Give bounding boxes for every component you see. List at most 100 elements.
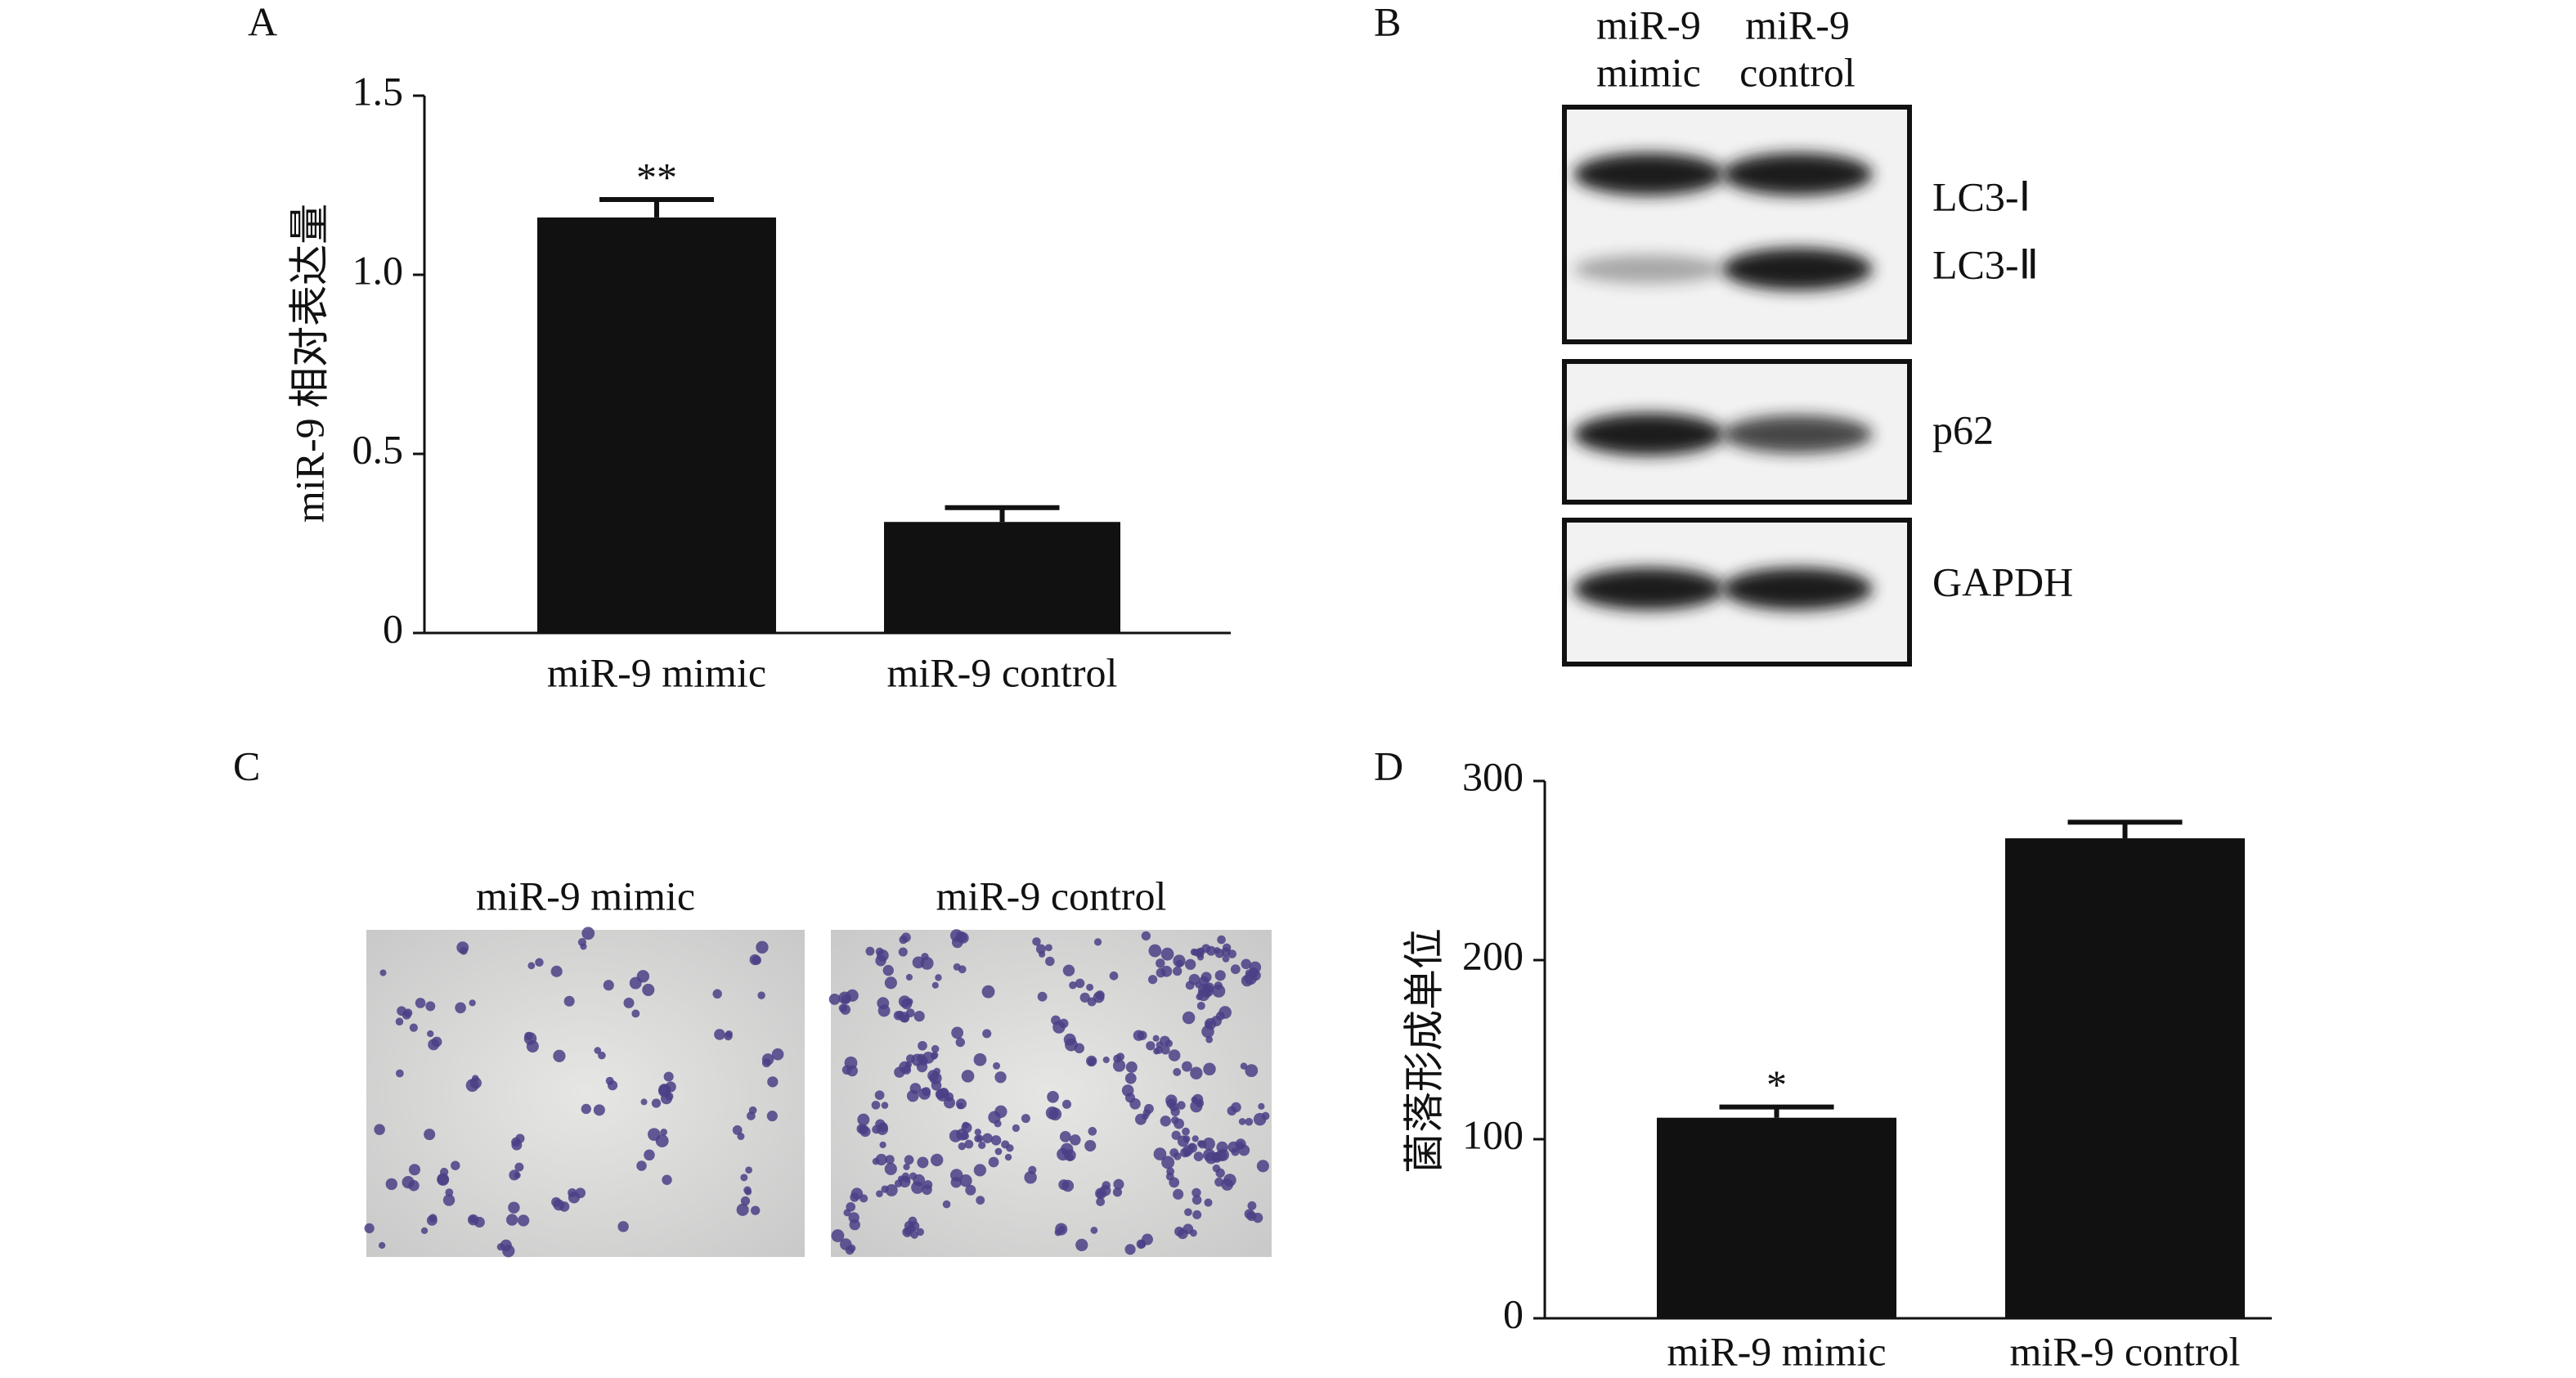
cell bbox=[935, 974, 942, 981]
cell bbox=[1061, 1179, 1075, 1192]
cell bbox=[465, 1079, 479, 1093]
cell bbox=[1168, 1049, 1181, 1062]
cell bbox=[644, 1149, 655, 1161]
cell bbox=[1012, 1124, 1021, 1133]
image-caption: miR-9 mimic bbox=[476, 873, 695, 918]
cell bbox=[931, 981, 939, 989]
cell bbox=[885, 1183, 898, 1196]
blot-band bbox=[1573, 413, 1724, 456]
cell bbox=[1004, 1153, 1012, 1161]
cell bbox=[1192, 1195, 1202, 1205]
cell bbox=[740, 1174, 748, 1182]
cell bbox=[1069, 981, 1077, 990]
cell bbox=[1192, 1135, 1199, 1142]
cell bbox=[1160, 947, 1174, 961]
cell bbox=[905, 973, 913, 981]
cell bbox=[905, 1008, 915, 1017]
cell bbox=[640, 1098, 648, 1106]
cell bbox=[931, 1044, 940, 1053]
cell bbox=[1215, 1168, 1225, 1178]
cell bbox=[605, 1076, 614, 1085]
cell bbox=[1253, 1112, 1267, 1126]
blot-band bbox=[1722, 415, 1873, 454]
cell bbox=[744, 1188, 752, 1196]
cell bbox=[1187, 1142, 1198, 1153]
cell bbox=[751, 1205, 761, 1215]
cell bbox=[1203, 1062, 1216, 1076]
cell bbox=[885, 1155, 895, 1165]
cell bbox=[844, 1056, 858, 1070]
cell bbox=[1032, 937, 1041, 946]
cell bbox=[1058, 1018, 1069, 1029]
cell bbox=[955, 1037, 965, 1048]
cell bbox=[1060, 1142, 1074, 1156]
cell bbox=[1090, 1226, 1098, 1234]
cell bbox=[1129, 1098, 1141, 1110]
cell bbox=[1142, 1233, 1154, 1246]
cell bbox=[514, 1162, 524, 1172]
cell bbox=[898, 947, 908, 957]
cell bbox=[877, 949, 889, 962]
cell bbox=[1183, 1135, 1191, 1143]
cell bbox=[1160, 1045, 1170, 1055]
cell bbox=[1112, 1187, 1123, 1197]
cell bbox=[894, 1179, 903, 1187]
cell bbox=[1256, 1160, 1269, 1173]
band-label: LC3-Ⅰ bbox=[1932, 173, 2031, 219]
cell bbox=[364, 1223, 375, 1234]
cell bbox=[1198, 1140, 1207, 1149]
cell bbox=[1113, 1178, 1124, 1190]
cell bbox=[395, 1017, 404, 1026]
cell bbox=[1258, 1102, 1265, 1110]
cell bbox=[1196, 950, 1203, 958]
cell bbox=[1214, 970, 1226, 981]
cell bbox=[745, 1166, 752, 1174]
cell bbox=[884, 976, 897, 990]
cell bbox=[1181, 1061, 1192, 1072]
cell bbox=[648, 1128, 661, 1142]
cell bbox=[658, 1084, 671, 1097]
cell bbox=[511, 1139, 523, 1151]
cell bbox=[874, 1090, 885, 1101]
cell bbox=[973, 1164, 986, 1177]
cell bbox=[1062, 964, 1075, 976]
lane-label: miR-9 bbox=[1745, 2, 1850, 47]
cell bbox=[882, 964, 894, 976]
cell bbox=[527, 962, 536, 970]
band-label: GAPDH bbox=[1932, 559, 2073, 604]
cell bbox=[879, 1141, 886, 1149]
cell bbox=[1079, 992, 1090, 1003]
cell bbox=[951, 1026, 963, 1039]
cell bbox=[922, 1180, 933, 1190]
cell bbox=[1184, 958, 1196, 970]
x-tick-label: miR-9 mimic bbox=[547, 649, 766, 695]
cell bbox=[1138, 1030, 1147, 1040]
cell bbox=[1182, 1011, 1196, 1025]
cell bbox=[1087, 997, 1097, 1007]
cell bbox=[631, 1009, 640, 1018]
cell bbox=[752, 955, 761, 965]
cell bbox=[603, 980, 614, 991]
x-tick-label: miR-9 control bbox=[887, 649, 1118, 695]
cell bbox=[395, 1069, 404, 1078]
cell bbox=[1195, 981, 1202, 989]
blot-band bbox=[1573, 568, 1724, 610]
cell bbox=[1222, 955, 1230, 963]
cell bbox=[1221, 1178, 1234, 1191]
cell bbox=[871, 1100, 881, 1110]
cell bbox=[429, 1214, 438, 1223]
panel-label: B bbox=[1374, 0, 1401, 44]
cell bbox=[973, 1053, 987, 1066]
cell bbox=[1215, 1150, 1227, 1161]
cell bbox=[1165, 1039, 1174, 1048]
cell bbox=[922, 1087, 931, 1097]
cell bbox=[961, 1132, 969, 1141]
error-bar bbox=[2067, 819, 2183, 839]
cell bbox=[895, 1010, 904, 1020]
cell bbox=[378, 1241, 386, 1250]
cell bbox=[872, 1124, 881, 1134]
cell bbox=[1047, 1090, 1059, 1103]
cell bbox=[442, 1194, 456, 1206]
cell bbox=[1216, 1141, 1228, 1154]
cell bbox=[424, 1129, 436, 1141]
